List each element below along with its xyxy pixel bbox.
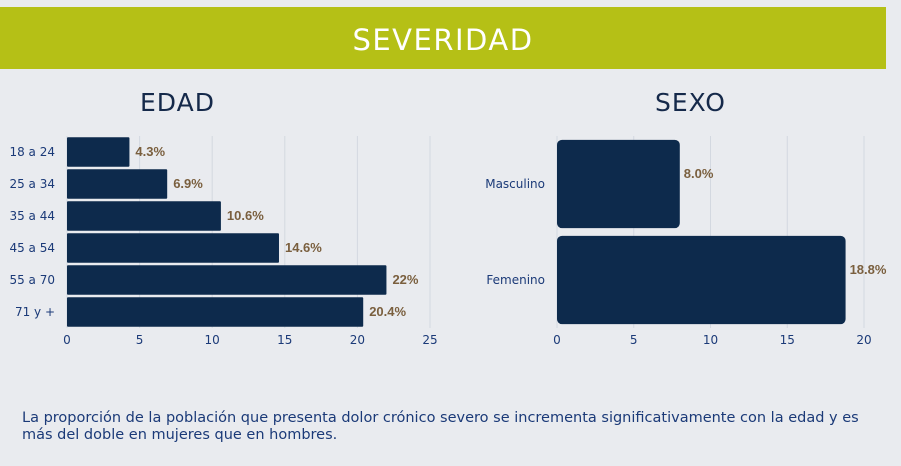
x-tick-label: 15 <box>277 333 292 347</box>
bar <box>557 139 680 229</box>
x-tick-label: 5 <box>630 333 638 347</box>
category-label: 25 a 34 <box>9 177 55 191</box>
category-label: 71 y + <box>15 305 55 319</box>
data-label: 6.9% <box>173 176 203 191</box>
bar <box>67 265 387 295</box>
chart-title-edad: EDAD <box>140 88 215 117</box>
data-label: 20.4% <box>369 304 406 319</box>
data-label: 14.6% <box>285 240 322 255</box>
bar <box>67 169 168 199</box>
chart-title-sexo: SEXO <box>655 88 726 117</box>
category-label: 55 a 70 <box>9 273 55 287</box>
x-tick-label: 20 <box>350 333 365 347</box>
x-tick-label: 15 <box>780 333 795 347</box>
data-label: 8.0% <box>684 166 714 181</box>
bar <box>67 233 279 263</box>
category-label: Masculino <box>485 177 545 191</box>
footnote: La proporción de la población que presen… <box>22 410 859 443</box>
bar <box>67 201 221 231</box>
data-label: 4.3% <box>135 144 165 159</box>
bar <box>67 137 130 167</box>
category-label: 35 a 44 <box>9 209 55 223</box>
header-banner: SEVERIDAD <box>0 7 886 69</box>
category-label: 45 a 54 <box>9 241 55 255</box>
x-tick-label: 0 <box>63 333 71 347</box>
category-label: 18 a 24 <box>9 145 55 159</box>
page-title: SEVERIDAD <box>352 23 534 57</box>
x-tick-label: 5 <box>136 333 144 347</box>
data-label: 22% <box>392 272 418 287</box>
chart-edad: 18 a 24 4.3% 25 a 34 6.9% 35 a 44 10.6% 45 a 5… <box>9 136 438 347</box>
x-tick-label: 25 <box>422 333 437 347</box>
category-label: Femenino <box>486 273 545 287</box>
x-tick-label: 0 <box>553 333 561 347</box>
bar <box>67 297 364 327</box>
x-tick-label: 10 <box>703 333 718 347</box>
data-label: 10.6% <box>227 208 264 223</box>
chart-sexo: Masculino 8.0% Femenino 18.8% 0 5 10 15 20 <box>485 136 887 347</box>
bar <box>557 235 846 325</box>
data-label: 18.8% <box>850 262 887 277</box>
x-tick-label: 10 <box>205 333 220 347</box>
x-tick-label: 20 <box>856 333 871 347</box>
